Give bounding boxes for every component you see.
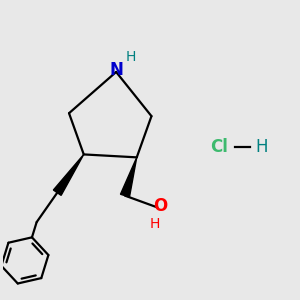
Text: Cl: Cl	[210, 138, 228, 156]
Text: N: N	[109, 61, 123, 79]
Text: H: H	[256, 138, 268, 156]
Polygon shape	[53, 154, 84, 195]
Text: O: O	[153, 197, 167, 215]
Polygon shape	[121, 158, 137, 197]
Text: H: H	[126, 50, 136, 64]
Text: H: H	[150, 217, 160, 231]
